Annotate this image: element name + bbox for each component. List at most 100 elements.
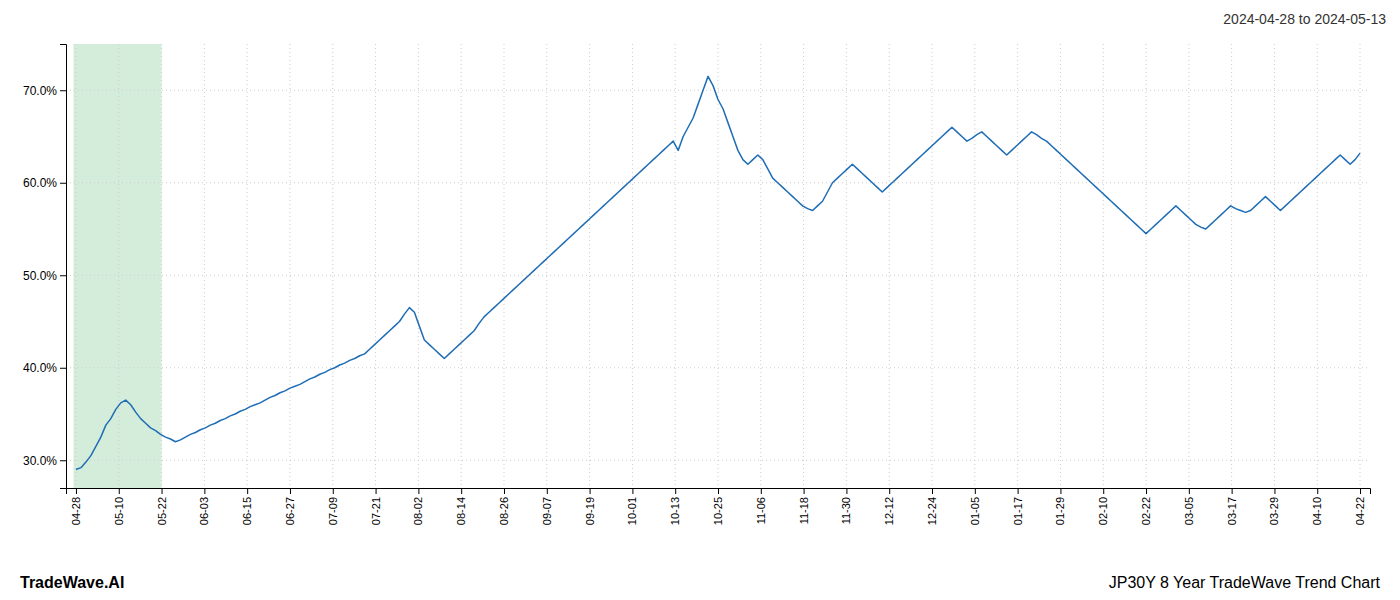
x-tick: 01-05 [969,488,981,525]
x-tick-mark [290,488,291,494]
x-tick: 08-02 [412,488,424,525]
x-tick-mark [76,488,77,494]
x-tick-label: 05-22 [156,497,168,525]
data-line [76,76,1360,469]
x-tick-mark [1018,488,1019,494]
x-tick: 05-10 [113,488,125,525]
x-tick-label: 05-10 [113,497,125,525]
x-tick: 08-26 [498,488,510,525]
grid-line-x [118,44,119,488]
y-tick: 40.0% [23,361,66,375]
grid-line-y [66,367,1370,368]
x-tick: 04-22 [1354,488,1366,525]
x-tick-label: 10-13 [669,497,681,525]
grid-line-x [546,44,547,488]
y-tick-mark [60,90,66,91]
x-tick: 08-14 [455,488,467,525]
grid-line-x [1231,44,1232,488]
x-tick: 10-01 [626,488,638,525]
x-tick-mark [1189,488,1190,494]
x-tick-mark [461,488,462,494]
x-tick-mark [590,488,591,494]
x-axis: 04-2805-1005-2206-0306-1506-2707-0907-21… [67,488,1371,525]
y-tick: 70.0% [23,84,66,98]
y-tick-mark [60,460,66,461]
x-tick: 12-12 [883,488,895,525]
grid-line-x [974,44,975,488]
grid-line-x [1360,44,1361,488]
x-tick: 07-21 [370,488,382,525]
x-tick-mark [162,488,163,494]
grid-line-x [461,44,462,488]
chart-svg: 04-2805-1005-2206-0306-1506-2707-0907-21… [0,0,1400,600]
grid-line-x [1188,44,1189,488]
grid-line-x [503,44,504,488]
x-tick-mark [418,488,419,494]
grid-line-x [675,44,676,488]
x-tick: 06-03 [198,488,210,525]
x-tick-mark [675,488,676,494]
y-tick-mark [60,183,66,184]
x-tick-label: 03-17 [1226,497,1238,525]
x-axis-line [67,489,1371,495]
x-tick-mark [889,488,890,494]
x-tick-mark [333,488,334,494]
grid-line-x [75,44,76,488]
x-tick-mark [1360,488,1361,494]
x-tick-mark [204,488,205,494]
chart-container: 04-2805-1005-2206-0306-1506-2707-0907-21… [0,0,1400,600]
x-tick: 05-22 [156,488,168,525]
grid-line-y [66,460,1370,461]
grid-line-x [803,44,804,488]
x-tick: 03-05 [1183,488,1195,525]
y-tick-mark [60,368,66,369]
y-tick: 30.0% [23,454,66,468]
x-tick: 06-15 [241,488,253,525]
x-tick-mark [804,488,805,494]
plot: 04-2805-1005-2206-0306-1506-2707-0907-21… [23,44,1371,525]
grid-line-y [66,275,1370,276]
x-tick-label: 11-18 [798,497,810,524]
x-tick: 11-18 [798,488,810,524]
x-tick: 10-25 [712,488,724,525]
x-tick-label: 08-26 [498,497,510,525]
x-tick-mark [1103,488,1104,494]
x-tick: 09-07 [541,488,553,525]
x-tick: 04-10 [1311,488,1323,525]
x-tick-mark [1274,488,1275,494]
grid-line-x [932,44,933,488]
x-tick-label: 06-15 [241,497,253,525]
annotation-right: JP30Y 8 Year TradeWave Trend Chart [1109,574,1381,591]
x-tick: 11-30 [840,488,852,524]
x-tick-label: 01-29 [1054,497,1066,525]
x-tick-label: 09-19 [584,497,596,525]
x-tick-label: 12-24 [926,497,938,525]
grid-line-x [418,44,419,488]
x-tick-label: 03-29 [1268,497,1280,525]
x-tick-label: 03-05 [1183,497,1195,525]
x-tick-label: 01-05 [969,497,981,525]
y-tick-label: 30.0% [23,454,57,468]
x-tick-mark [1060,488,1061,494]
grid-line-x [161,44,162,488]
grid-line-y [66,90,1370,91]
highlight-band [73,44,161,488]
x-tick-mark [632,488,633,494]
grid-line-x [760,44,761,488]
x-tick: 03-17 [1226,488,1238,525]
x-tick: 10-13 [669,488,681,525]
x-tick: 03-29 [1268,488,1280,525]
x-tick-label: 04-28 [70,497,82,525]
grid-line-x [889,44,890,488]
grid-line-y [66,182,1370,183]
annotation-left: TradeWave.AI [20,574,124,591]
y-tick: 60.0% [23,176,66,190]
title: 2024-04-28 to 2024-05-13 [1223,11,1386,27]
x-tick-label: 02-22 [1140,497,1152,525]
y-tick-label: 50.0% [23,269,57,283]
x-tick-label: 02-10 [1097,497,1109,525]
x-tick-mark [1146,488,1147,494]
x-tick: 02-10 [1097,488,1109,525]
y-tick-label: 40.0% [23,361,57,375]
grid-line-x [247,44,248,488]
